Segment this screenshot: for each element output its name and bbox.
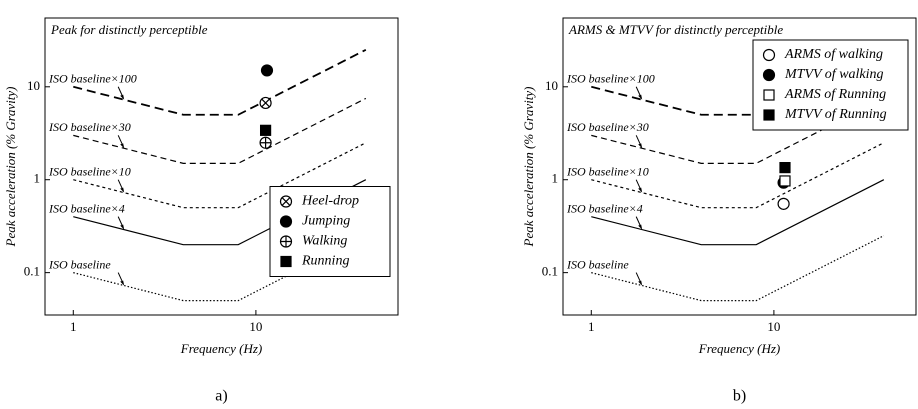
curve-label: ISO baseline×4 (566, 201, 643, 215)
marker-cross (260, 137, 272, 149)
curve-label: ISO baseline×100 (566, 71, 655, 85)
marker (279, 195, 293, 208)
marker-shape (777, 197, 790, 210)
marker-cross (280, 236, 292, 247)
caption: b) (733, 388, 746, 405)
plot-frame (562, 17, 917, 316)
y-tick-label: 10 (545, 78, 558, 93)
marker (779, 162, 791, 174)
iso-curve (591, 97, 885, 164)
marker (259, 96, 272, 110)
marker-shape (259, 124, 272, 136)
caption: a) (215, 388, 227, 405)
y-tick-label: 0.1 (24, 264, 40, 279)
marker (259, 124, 272, 136)
marker-cross (281, 197, 291, 206)
marker-shape (762, 48, 776, 62)
curve-arrowhead (120, 143, 125, 149)
chart-panel: 1 10 0.1 1 10 Peak for distinctly perceptible… (3, 17, 399, 405)
marker-shape (260, 64, 274, 77)
curve-arrowhead (638, 187, 643, 193)
curve-label: ISO baseline×30 (48, 120, 131, 134)
marker (280, 255, 292, 268)
legend-label: Heel-drop (301, 194, 359, 209)
curve-label: ISO baseline (48, 257, 111, 271)
iso-curve (591, 142, 885, 209)
x-tick-label: 10 (767, 319, 780, 334)
x-axis-label: Frequency (Hz) (180, 341, 262, 356)
marker-shape (762, 68, 776, 82)
iso-curve (73, 97, 367, 164)
iso-curve (73, 49, 367, 116)
y-axis-label: Peak acceleration (% Gravity) (521, 87, 536, 248)
curve-arrowhead (638, 280, 643, 286)
marker-shape (779, 162, 791, 174)
marker (279, 215, 293, 228)
curve-arrowhead (638, 143, 643, 149)
curve-arrowhead (638, 224, 643, 230)
curve-label: ISO baseline×4 (48, 201, 125, 215)
marker (779, 175, 791, 187)
marker (762, 48, 776, 62)
curve-label: ISO baseline×30 (566, 120, 649, 134)
x-tick-label: 10 (249, 319, 262, 334)
marker (279, 235, 293, 248)
curve-label: ISO baseline×10 (48, 164, 131, 178)
y-tick-label: 1 (552, 171, 559, 186)
legend: Heel-drop Jumping Walking Running (269, 186, 391, 277)
curve-label: ISO baseline×100 (48, 71, 137, 85)
marker-shape (279, 215, 293, 228)
marker (777, 197, 790, 210)
legend-label: MTVV of Running (784, 107, 887, 122)
marker (259, 136, 272, 149)
marker (763, 89, 775, 101)
y-tick-label: 1 (34, 171, 41, 186)
x-tick-label: 1 (588, 319, 595, 334)
y-tick-label: 10 (27, 78, 40, 93)
legend-label: Jumping (302, 214, 350, 229)
chart-panel: 1 10 0.1 1 10 ARMS & MTVV for distinctly perc… (521, 17, 917, 405)
legend-label: Walking (302, 234, 347, 249)
chart-title: Peak for distinctly perceptible (50, 22, 208, 37)
iso-curve (591, 235, 885, 302)
legend-box (752, 39, 909, 131)
curve-arrowhead (638, 94, 643, 100)
marker (762, 68, 776, 82)
y-tick-label: 0.1 (542, 264, 558, 279)
legend-label: Running (301, 254, 349, 269)
marker-shape (763, 109, 775, 121)
legend-label: MTVV of walking (784, 67, 884, 82)
marker (260, 64, 274, 77)
marker-shape (779, 175, 791, 187)
marker (763, 109, 775, 121)
marker-shape (280, 255, 292, 268)
y-axis-label: Peak acceleration (% Gravity) (3, 87, 18, 248)
legend: ARMS of walking MTVV of walking ARMS of Ru… (752, 39, 909, 131)
curve-arrowhead (120, 280, 125, 286)
iso-curve (73, 235, 367, 302)
chart-title: ARMS & MTVV for distinctly perceptible (568, 22, 783, 37)
marker-shape (763, 89, 775, 101)
curve-label: ISO baseline (566, 257, 629, 271)
plot-frame (44, 17, 399, 316)
x-tick-label: 1 (70, 319, 77, 334)
x-axis-label: Frequency (Hz) (698, 341, 780, 356)
curve-arrowhead (120, 94, 125, 100)
legend-label: ARMS of walking (784, 47, 883, 62)
curve-arrowhead (120, 224, 125, 230)
iso-curve (73, 142, 367, 209)
legend-label: ARMS of Running (784, 87, 886, 102)
marker-cross (261, 98, 270, 108)
iso-curve (591, 179, 885, 246)
curve-arrowhead (120, 187, 125, 193)
curve-label: ISO baseline×10 (566, 164, 649, 178)
